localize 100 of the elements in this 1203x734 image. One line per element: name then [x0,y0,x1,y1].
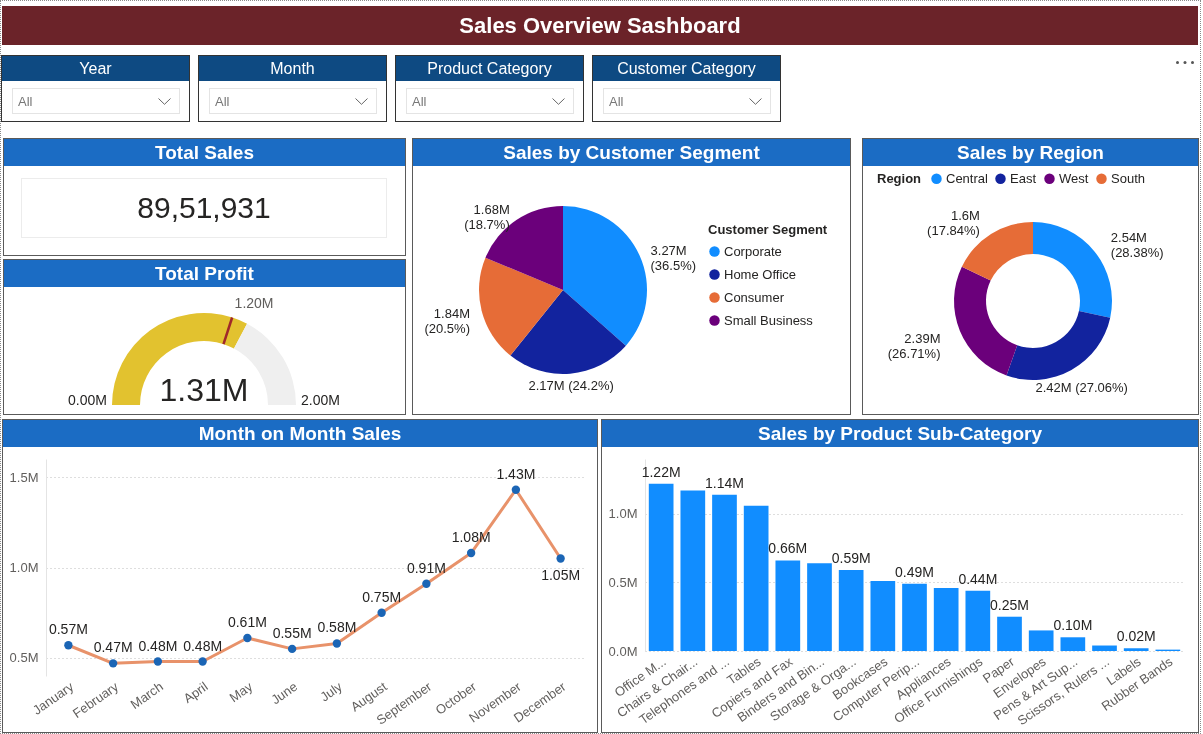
data-label: 0.25M [990,596,1029,613]
dropdown-field[interactable]: All [603,88,771,114]
data-label: 1.05M [541,567,581,584]
bar [1028,630,1054,651]
legend-label: Corporate [724,243,782,259]
point [466,548,476,558]
chart-title: Sales by Product Sub-Category [602,420,1198,447]
legend-label: Consumer [724,289,785,305]
legend-label: South [1111,170,1145,186]
point [287,644,297,654]
legend-label: Home Office [724,266,797,282]
pie-slice [479,257,563,356]
text: Total Sales [4,139,405,166]
x-tick-label: July [317,678,346,705]
legend-label: East [1010,170,1037,186]
data-label: 2.42M (27.06%) [1035,380,1128,396]
text: Year [2,56,189,81]
point [108,659,118,668]
data-label: 1.14M [705,474,744,491]
data-label: 1.84M (20.5%) [424,305,470,336]
data-label: 1.68M (18.7%) [464,202,510,233]
bar [1060,637,1086,651]
data-label: 0.75M [362,588,402,605]
data-label: 1.22M [641,463,681,480]
data-label: 0.47M [93,639,133,656]
chart-title: Month on Month Sales [3,420,597,447]
point [64,641,73,650]
bar [1123,648,1149,651]
text: Month [199,56,386,81]
data-label: 0.57M [48,621,88,638]
text: Customer Category [593,56,780,81]
y-tick-label: 1.0M [608,506,638,522]
bar [1092,645,1117,651]
point [198,657,207,666]
bar [712,494,737,651]
donut-slice [1006,310,1111,380]
text: 0.00M [68,392,107,408]
bar [648,483,674,651]
legend-label: Small Business [724,312,814,328]
text: 89,51,931 [137,191,271,225]
pie-slice [563,206,647,346]
bar [807,563,832,651]
donut-slice [954,266,1018,376]
more-icon[interactable] [1175,60,1195,65]
text: 2.00M [301,392,340,408]
bar [838,570,864,651]
data-label: 0.48M [138,637,178,654]
legend-title: Region [877,171,922,186]
text: 1.31M [159,372,249,408]
bar [965,590,991,651]
data-label: 0.66M [768,540,808,557]
data-label: 0.02M [1116,628,1156,645]
data-label: 0.91M [406,559,446,576]
text: Sales Overview Sashboard [2,6,1198,45]
point [243,633,252,643]
pie-slice [510,290,626,374]
data-label: 2.17M (24.2%) [528,377,614,393]
text: 1.20M [234,294,274,311]
legend-label: Central [946,170,989,186]
point [422,579,431,588]
y-tick-label: 0.5M [608,574,638,590]
y-tick-label: 1.0M [9,560,39,575]
bar [933,587,959,651]
chart-title: Total Profit [4,260,405,287]
bar [997,616,1022,651]
bar [902,583,927,651]
chart-title: Sales by Region [863,139,1198,166]
data-label: 0.49M [895,563,934,580]
legend-title: Customer Segment [708,222,828,237]
dropdown-field[interactable]: All [406,88,574,114]
data-label: 0.44M [958,570,998,587]
point [556,554,565,563]
x-tick-label: June [268,678,301,708]
data-label: 3.27M (36.5%) [650,242,697,273]
text: Product Category [396,56,583,81]
point [153,657,163,666]
data-label: 0.59M [831,550,871,567]
bar [775,560,801,651]
dropdown-field[interactable]: All [209,88,377,114]
point [332,639,342,648]
data-label: 1.6M (17.84%) [927,208,980,239]
data-label: 0.58M [317,619,357,636]
y-tick-label: 1.5M [9,469,39,485]
y-tick-label: 0.5M [9,650,39,666]
data-label: 0.61M [227,614,267,631]
bar [680,490,706,651]
point [377,608,386,617]
legend-label: West [1059,170,1089,186]
point [511,485,521,494]
dropdown-field[interactable]: All [12,88,180,114]
data-label: 0.10M [1053,617,1093,634]
y-tick-label: 0.0M [608,643,638,659]
data-label: 0.48M [183,637,223,654]
bar [870,581,896,651]
data-label: 0.55M [272,624,312,641]
data-label: 1.43M [496,465,536,482]
data-label: 2.54M (28.38%) [1110,230,1164,261]
data-label: 2.39M (26.71%) [887,330,941,361]
x-tick-label: May [226,678,256,706]
bar [743,505,769,651]
